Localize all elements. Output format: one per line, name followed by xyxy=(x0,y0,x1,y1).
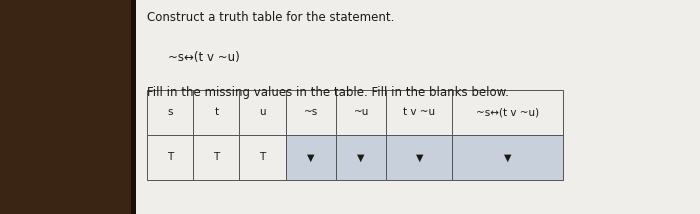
Bar xyxy=(386,90,452,135)
Bar xyxy=(386,135,452,180)
Text: t v ~u: t v ~u xyxy=(403,107,435,117)
Text: ~s: ~s xyxy=(304,107,318,117)
Bar xyxy=(193,90,239,135)
Text: ▼: ▼ xyxy=(416,152,423,162)
Text: T: T xyxy=(214,152,219,162)
Bar xyxy=(239,90,286,135)
Bar xyxy=(452,90,563,135)
Text: T: T xyxy=(260,152,265,162)
Text: ~u: ~u xyxy=(354,107,369,117)
Text: s: s xyxy=(167,107,173,117)
Text: Fill in the missing values in the table. Fill in the blanks below.: Fill in the missing values in the table.… xyxy=(147,86,509,99)
Bar xyxy=(193,135,239,180)
Bar xyxy=(131,0,136,214)
Text: ▼: ▼ xyxy=(504,152,511,162)
Bar xyxy=(452,135,563,180)
Text: ~s↔(t v ~u): ~s↔(t v ~u) xyxy=(476,107,539,117)
Bar xyxy=(0,0,131,214)
Text: ▼: ▼ xyxy=(358,152,365,162)
Bar xyxy=(286,135,336,180)
Text: ▼: ▼ xyxy=(307,152,314,162)
Bar xyxy=(286,90,336,135)
Bar xyxy=(336,90,386,135)
Bar xyxy=(239,135,286,180)
Text: t: t xyxy=(214,107,218,117)
Text: T: T xyxy=(167,152,173,162)
Bar xyxy=(336,135,386,180)
Bar xyxy=(147,135,193,180)
Text: ~s↔(t v ~u): ~s↔(t v ~u) xyxy=(168,51,239,64)
Text: u: u xyxy=(259,107,266,117)
Bar xyxy=(147,90,193,135)
Text: Construct a truth table for the statement.: Construct a truth table for the statemen… xyxy=(147,11,394,24)
